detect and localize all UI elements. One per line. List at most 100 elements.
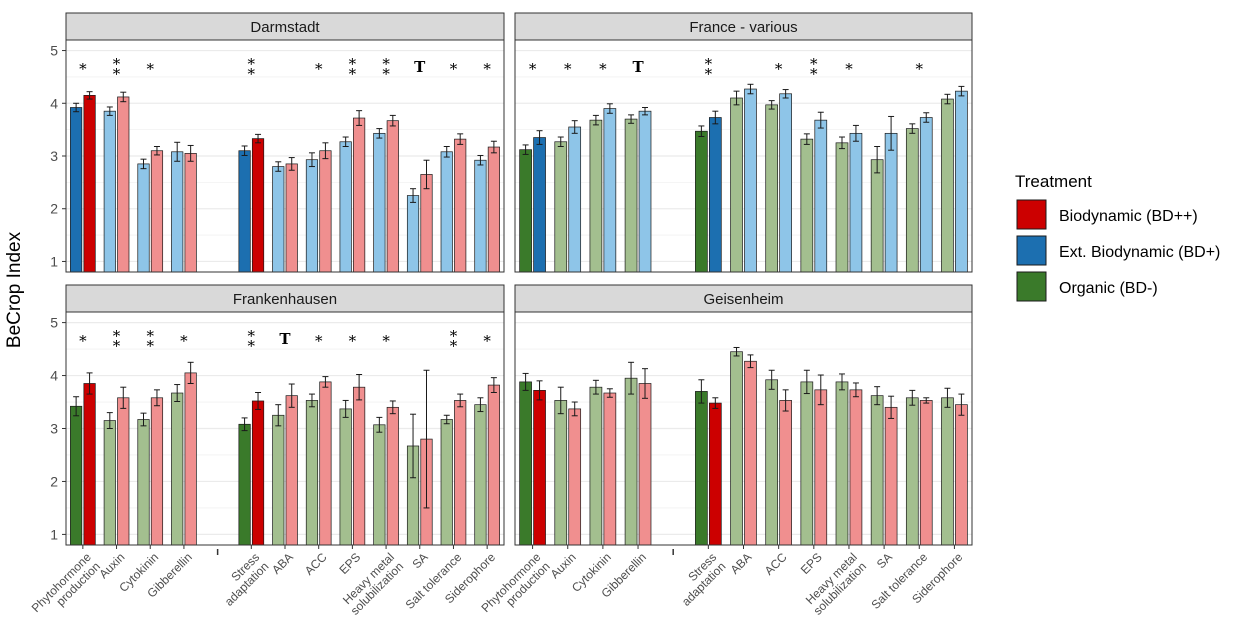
legend-label: Biodynamic (BD++) (1059, 208, 1198, 225)
bar (171, 151, 184, 273)
significance-marker: * * (349, 55, 357, 83)
panel-title: Geisenheim (703, 291, 783, 308)
bar (103, 110, 116, 273)
significance-marker: * (382, 332, 390, 350)
significance-marker: * * (810, 55, 818, 83)
bar (251, 400, 265, 546)
panel-border (514, 39, 973, 273)
x-tick-label: SA (874, 550, 895, 571)
legend-label: Organic (BD-) (1059, 280, 1158, 297)
legend: Treatment Biodynamic (BD++) Ext. Biodynami… (1015, 172, 1220, 302)
legend-swatch (1016, 235, 1047, 266)
panel-3: Frankenhausen 1 2 3 4 5 * Phytohormoneproductio… (29, 284, 505, 618)
bar (373, 132, 386, 273)
significance-marker: * (79, 60, 87, 78)
bar (285, 163, 298, 273)
bar (137, 163, 150, 273)
y-tick-label: 5 (50, 315, 58, 331)
bar (305, 159, 319, 273)
significance-marker: * * (705, 55, 713, 83)
bar (117, 397, 130, 546)
bar (589, 386, 603, 546)
bar (554, 400, 568, 546)
bar (238, 150, 251, 273)
bar (272, 414, 285, 546)
bar (440, 151, 453, 273)
bar (941, 98, 954, 273)
bar (849, 389, 863, 546)
significance-marker: T (632, 58, 644, 76)
bar (70, 107, 83, 273)
bar (272, 166, 285, 273)
x-tick-label: SA (409, 550, 430, 571)
bar (870, 395, 884, 546)
panel-title: Frankenhausen (233, 291, 337, 308)
bar (137, 419, 150, 546)
y-tick-label: 2 (50, 201, 58, 217)
bar (905, 128, 919, 273)
significance-marker: * (845, 60, 853, 78)
x-tick-label: EPS (336, 550, 363, 577)
significance-marker: * * (450, 327, 458, 355)
bar (386, 406, 399, 546)
significance-marker: * * (248, 55, 256, 83)
significance-marker: * * (248, 327, 256, 355)
bar (305, 400, 319, 546)
bar (454, 138, 467, 273)
y-tick-label: 4 (50, 95, 58, 111)
x-tick-label: Auxin (96, 550, 127, 581)
panel-strip (514, 284, 973, 313)
legend-swatch (1016, 199, 1047, 230)
bar (353, 117, 366, 273)
bar (285, 395, 298, 546)
x-tick-label: ABA (728, 550, 755, 577)
y-axis-label: BeCrop Index (4, 231, 25, 348)
bar (603, 392, 617, 546)
bar (184, 372, 197, 546)
bar (744, 360, 757, 546)
bar (319, 381, 332, 546)
significance-marker: * * (146, 327, 154, 355)
bar (117, 96, 130, 273)
x-tick-label: Stressadaptation (670, 550, 729, 609)
y-tick-label: 3 (50, 148, 58, 164)
bar (568, 408, 582, 546)
bar (779, 400, 792, 546)
bar (708, 117, 722, 273)
y-tick-label: 3 (50, 421, 58, 437)
bar (744, 88, 757, 273)
bar (319, 150, 332, 273)
significance-marker: * (146, 60, 154, 78)
panel-strip (65, 12, 505, 41)
bar (171, 392, 184, 546)
bar (765, 379, 779, 546)
bar (373, 424, 386, 546)
y-tick-label: 4 (50, 368, 58, 384)
bar (103, 420, 116, 546)
significance-marker: * * (113, 55, 121, 83)
y-tick-label: 5 (50, 43, 58, 59)
bar (440, 419, 453, 546)
bar (884, 406, 898, 546)
bar (814, 119, 828, 273)
significance-marker: * (315, 332, 323, 350)
significance-marker: * (349, 332, 357, 350)
significance-marker: * (180, 332, 188, 350)
bar (70, 405, 83, 546)
significance-marker: * * (382, 55, 390, 83)
significance-marker: * (775, 60, 783, 78)
legend-swatch (1016, 271, 1047, 302)
bar (589, 119, 603, 273)
panel-2: France - various* * * T * * * * * * * (514, 12, 973, 273)
significance-marker: * (529, 60, 537, 78)
bar (487, 384, 500, 546)
bar (779, 93, 792, 273)
bar (83, 383, 96, 546)
bar (533, 137, 546, 273)
bar (603, 108, 617, 273)
panel-border (65, 39, 505, 273)
bar (533, 390, 546, 546)
legend-label: Ext. Biodynamic (BD+) (1059, 244, 1220, 261)
bar (835, 381, 849, 546)
